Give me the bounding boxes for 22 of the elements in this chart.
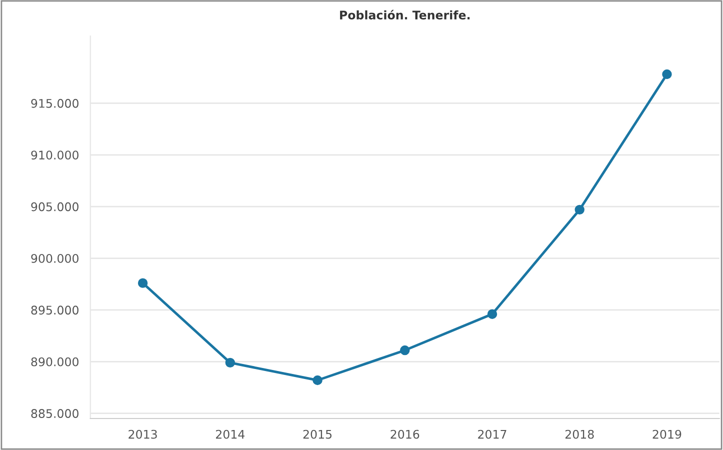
y-tick-label: 905.000: [31, 202, 78, 212]
y-tick-label: 885.000: [31, 409, 78, 418]
chart-title: Población. Tenerife.: [340, 10, 470, 20]
point: [312, 375, 322, 386]
y-tick-label: 890.000: [31, 357, 78, 366]
x-tick-label: 2018: [565, 430, 594, 439]
point: [662, 69, 672, 80]
x-tick-label: 2013: [128, 430, 157, 439]
y-tick-label: 915.000: [31, 98, 78, 108]
x-tick-label: 2017: [478, 430, 506, 439]
x-tick-label: 2016: [390, 430, 420, 439]
y-tick-label: 910.000: [31, 150, 78, 160]
point: [400, 345, 410, 356]
x-tick-label: 2014: [216, 430, 245, 439]
point: [225, 358, 236, 368]
point: [574, 204, 584, 215]
point: [487, 309, 498, 319]
y-tick-label: 900.000: [31, 254, 78, 263]
x-tick-label: 2019: [652, 430, 682, 439]
y-tick-label: 895.000: [31, 306, 78, 315]
point: [138, 278, 148, 288]
x-tick-label: 2015: [303, 430, 332, 439]
